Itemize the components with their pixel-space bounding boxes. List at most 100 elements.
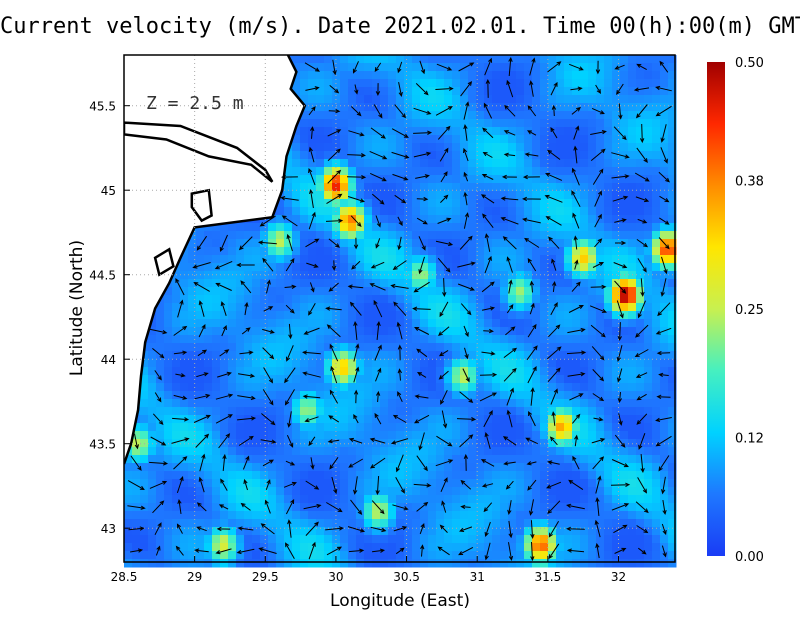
- heat-cell: [620, 527, 629, 536]
- velocity-arrow: [618, 103, 623, 120]
- heat-cell: [452, 559, 461, 568]
- heat-cell: [652, 175, 661, 184]
- heat-cell: [564, 135, 573, 144]
- heat-cell: [268, 391, 277, 400]
- velocity-arrow: [326, 502, 343, 513]
- heat-cell: [620, 503, 629, 512]
- heat-cell: [564, 495, 573, 504]
- heat-cell: [260, 551, 269, 560]
- heat-cell: [324, 543, 333, 552]
- velocity-arrow: [592, 456, 605, 470]
- velocity-arrow: [616, 300, 624, 319]
- velocity-arrow: [217, 371, 232, 378]
- heat-cell: [636, 327, 645, 336]
- heat-cell: [300, 207, 309, 216]
- heat-cell: [348, 271, 357, 280]
- velocity-arrow: [348, 548, 365, 553]
- heat-cell: [652, 207, 661, 216]
- heat-cell: [460, 455, 469, 464]
- velocity-arrow: [464, 347, 469, 360]
- heat-cell: [156, 399, 165, 408]
- heat-cell: [500, 479, 509, 488]
- heat-cell: [436, 343, 445, 352]
- heat-cell: [308, 375, 317, 384]
- heat-cell: [644, 159, 653, 168]
- heat-cell: [516, 471, 525, 480]
- heat-cell: [508, 399, 517, 408]
- heat-cell: [556, 207, 565, 216]
- heat-cell: [548, 447, 557, 456]
- heat-cell: [276, 215, 285, 224]
- velocity-arrow: [347, 153, 366, 158]
- velocity-arrow: [438, 349, 449, 357]
- heat-cell: [468, 535, 477, 544]
- velocity-arrow: [655, 435, 672, 447]
- heat-cell: [300, 527, 309, 536]
- heat-cell: [348, 375, 357, 384]
- heat-cell: [468, 55, 477, 64]
- velocity-arrow: [614, 547, 627, 554]
- heat-cell: [660, 271, 669, 280]
- heat-cell: [252, 423, 261, 432]
- heat-cell: [284, 495, 293, 504]
- heat-cell: [148, 503, 157, 512]
- heat-cell: [324, 159, 333, 168]
- heat-cell: [572, 559, 581, 568]
- heat-cell: [436, 415, 445, 424]
- heat-cell: [452, 367, 461, 376]
- heat-cell: [356, 415, 365, 424]
- heat-cell: [404, 303, 413, 312]
- heat-cell: [628, 71, 637, 80]
- heat-cell: [524, 415, 533, 424]
- velocity-vectors: [127, 56, 672, 562]
- heat-cell: [236, 511, 245, 520]
- heat-cell: [316, 511, 325, 520]
- heat-cell: [276, 535, 285, 544]
- heat-cell: [300, 95, 309, 104]
- heat-cell: [428, 487, 437, 496]
- velocity-arrow: [347, 526, 366, 533]
- heat-cell: [348, 79, 357, 88]
- heat-cell: [140, 479, 149, 488]
- heat-cell: [636, 527, 645, 536]
- velocity-arrow: [639, 123, 645, 144]
- heat-cell: [372, 119, 381, 128]
- heat-cell: [148, 527, 157, 536]
- heat-cell: [460, 263, 469, 272]
- heat-cell: [436, 279, 445, 288]
- heat-cell: [604, 431, 613, 440]
- heat-cell: [436, 479, 445, 488]
- heat-cell: [652, 159, 661, 168]
- heat-cell: [628, 335, 637, 344]
- heat-cell: [396, 55, 405, 64]
- heat-cell: [628, 175, 637, 184]
- heat-cell: [292, 559, 301, 568]
- heat-cell: [220, 551, 229, 560]
- heat-cell: [500, 495, 509, 504]
- heat-cell: [292, 351, 301, 360]
- heat-cell: [524, 399, 533, 408]
- velocity-arrow: [655, 327, 672, 335]
- velocity-arrow: [239, 350, 254, 355]
- heat-cell: [476, 175, 485, 184]
- heat-cell: [460, 207, 469, 216]
- heat-cell: [412, 527, 421, 536]
- heat-cell: [212, 479, 221, 488]
- velocity-arrow: [571, 190, 581, 208]
- heat-cell: [372, 495, 381, 504]
- heat-cell: [476, 167, 485, 176]
- heat-cell: [316, 383, 325, 392]
- velocity-arrow: [462, 368, 470, 383]
- heat-cell: [300, 167, 309, 176]
- heat-cell: [364, 319, 373, 328]
- heat-cell: [212, 351, 221, 360]
- heat-cell: [388, 375, 397, 384]
- heat-cell: [388, 71, 397, 80]
- heat-cell: [188, 343, 197, 352]
- heat-cell: [652, 543, 661, 552]
- heat-cell: [668, 287, 677, 296]
- velocity-arrow: [395, 454, 404, 473]
- heat-cell: [468, 311, 477, 320]
- velocity-arrow: [218, 433, 231, 449]
- heat-cell: [540, 391, 549, 400]
